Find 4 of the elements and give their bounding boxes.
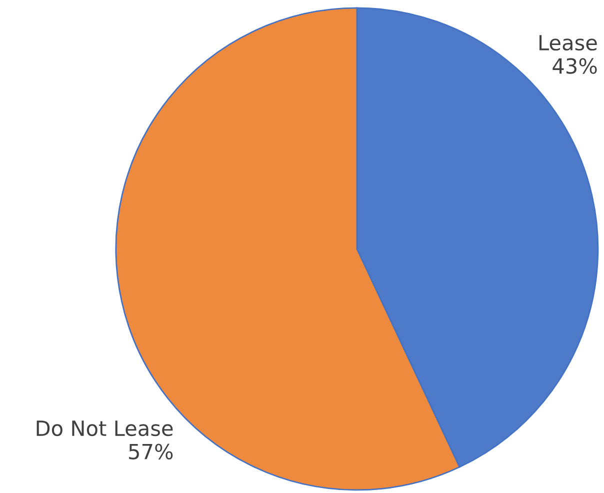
data-label: 57% <box>129 444 173 460</box>
data-label: 43% <box>552 58 597 74</box>
slice-label: Do Not Lease <box>36 420 173 436</box>
slice-label: Lease <box>540 35 597 51</box>
